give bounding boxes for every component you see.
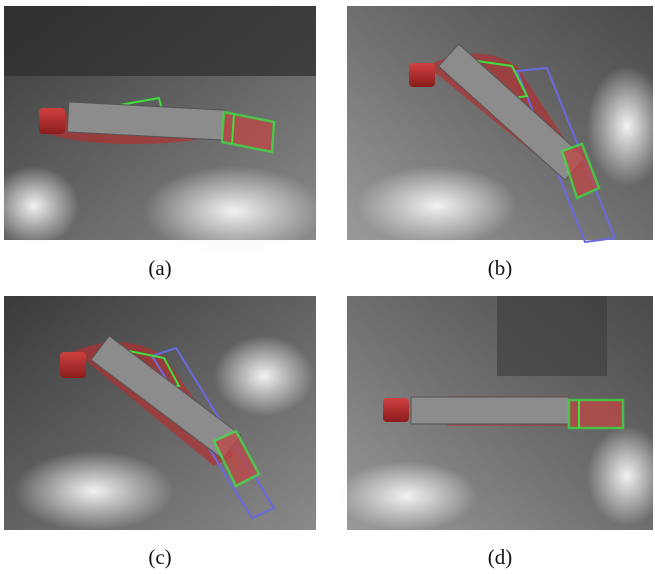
panel: [347, 6, 655, 246]
page: {"panels": [{"caption": "(a)"}, {"captio…: [0, 0, 655, 574]
scene-light: [214, 336, 314, 416]
truck-cab: [383, 398, 409, 422]
panel: [4, 296, 316, 531]
truck-cab: [409, 63, 435, 87]
truck-cab: [60, 352, 86, 378]
scene-light: [357, 166, 517, 246]
panel-caption: (a): [148, 256, 171, 280]
scene-light: [144, 166, 324, 256]
scene-light: [337, 461, 477, 531]
scene-light: [14, 451, 174, 531]
truck-cab: [39, 108, 65, 134]
panel-caption: (b): [488, 256, 513, 280]
figure: (a) (b) (c) (d): [0, 0, 655, 574]
panel: [0, 6, 324, 256]
scene-shade: [497, 296, 607, 376]
panel-caption: (c): [148, 545, 171, 569]
panel-caption: (d): [488, 545, 513, 569]
scene-shade: [4, 6, 316, 76]
truck-trailer: [411, 397, 569, 424]
panel: [337, 296, 655, 531]
prediction-box: [569, 400, 623, 428]
